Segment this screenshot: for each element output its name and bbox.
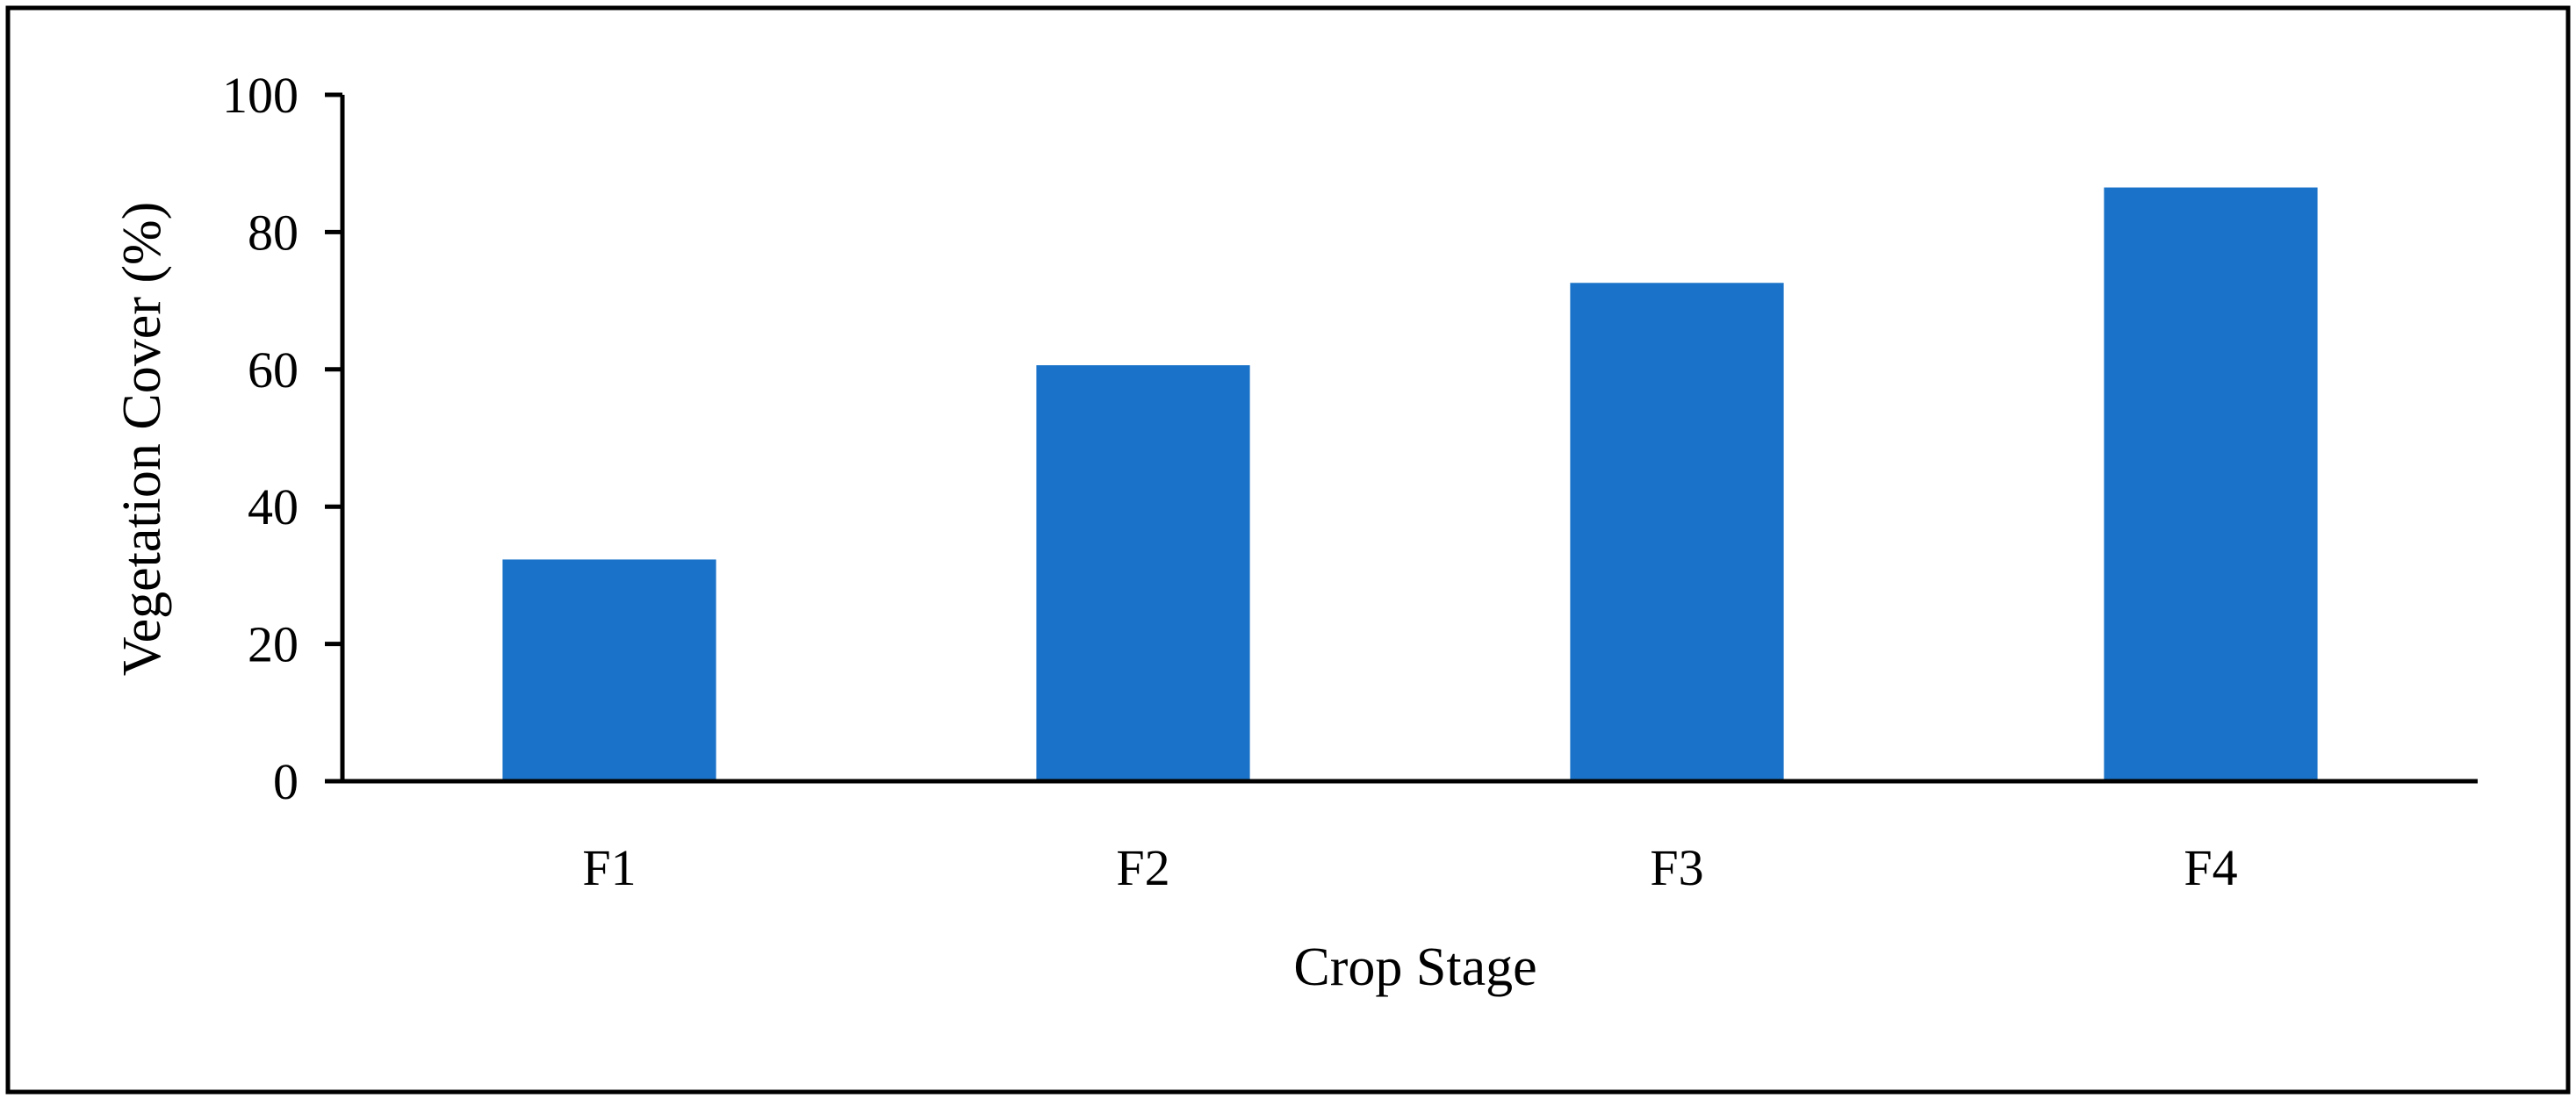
y-axis-title: Vegetation Cover (%) <box>112 202 172 677</box>
x-tick-label: F1 <box>582 839 636 896</box>
y-tick-labels: 0 20 40 60 80 100 <box>222 67 299 810</box>
y-tick-label: 0 <box>273 753 299 810</box>
x-tick-label: F4 <box>2184 839 2237 896</box>
bar-f1 <box>502 559 716 781</box>
x-tick-label: F2 <box>1116 839 1169 896</box>
axes-layer <box>325 92 2478 784</box>
y-tick-label: 40 <box>248 478 299 535</box>
x-axis-title: Crop Stage <box>1293 937 1536 997</box>
y-tick-label: 100 <box>222 67 299 124</box>
x-category-labels: F1 F2 F3 F4 <box>582 839 2237 896</box>
bar-f2 <box>1036 365 1250 781</box>
bars-layer <box>502 187 2318 781</box>
y-tick-label: 20 <box>248 616 299 673</box>
y-tick-label: 80 <box>248 204 299 261</box>
bar-f3 <box>1570 283 1784 781</box>
y-tick-label: 60 <box>248 341 299 399</box>
x-tick-label: F3 <box>1650 839 1703 896</box>
bar-f4 <box>2104 187 2318 781</box>
